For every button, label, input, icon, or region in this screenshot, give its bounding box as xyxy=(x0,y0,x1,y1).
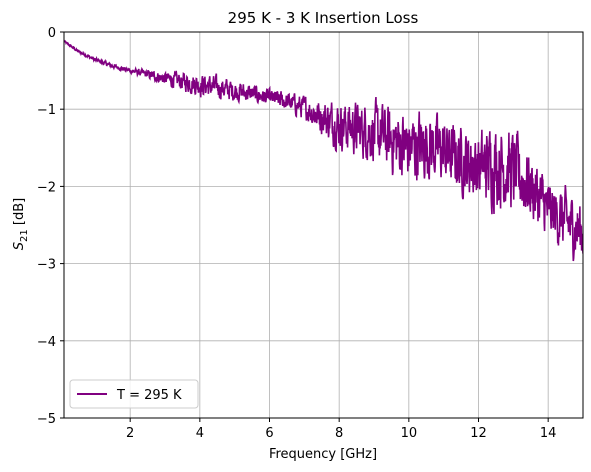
x-tick-label: 6 xyxy=(265,426,273,441)
grid xyxy=(64,31,583,419)
x-tick-label: 10 xyxy=(401,426,418,441)
x-tick-label: 4 xyxy=(196,426,204,441)
x-tick-label: 12 xyxy=(470,426,487,441)
y-axis: −5 −4 −3 −2 −1 0 xyxy=(37,26,64,427)
y-tick-label: −3 xyxy=(37,258,56,273)
legend: T = 295 K xyxy=(69,379,199,409)
y-tick-label: −1 xyxy=(37,103,56,118)
x-axis: 2 4 6 8 10 12 14 xyxy=(126,418,556,441)
x-tick-label: 14 xyxy=(540,426,557,441)
y-tick-label: −5 xyxy=(37,412,56,427)
x-tick-label: 2 xyxy=(126,426,134,441)
x-tick-label: 8 xyxy=(335,426,343,441)
y-tick-label: 0 xyxy=(48,26,56,41)
y-tick-label: −2 xyxy=(37,180,56,195)
chart-title: 295 K - 3 K Insertion Loss xyxy=(228,9,419,27)
legend-series-label: T = 295 K xyxy=(116,388,182,403)
y-tick-label: −4 xyxy=(37,335,56,350)
series-line xyxy=(64,39,583,262)
series-layer xyxy=(64,39,583,262)
plot-frame xyxy=(63,31,584,419)
y-axis-label: S21 [dB] xyxy=(12,198,30,250)
x-axis-label: Frequency [GHz] xyxy=(269,447,377,462)
legend-box xyxy=(69,379,199,409)
